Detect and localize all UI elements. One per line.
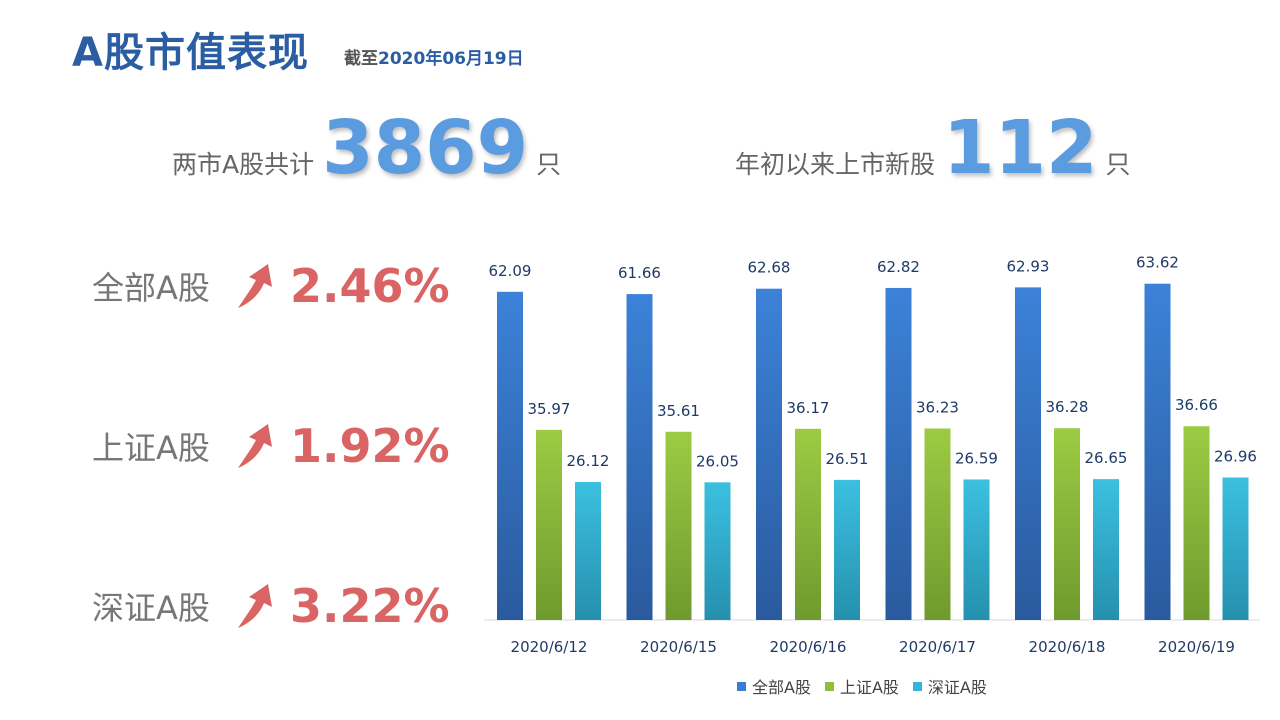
bar-value-label: 26.12 [567, 452, 610, 470]
bar [1093, 479, 1119, 620]
bar [834, 479, 860, 620]
bar-value-label: 63.62 [1136, 254, 1179, 272]
legend-label: 深证A股 [927, 678, 987, 697]
bar [1183, 426, 1210, 620]
bar-value-label: 61.66 [618, 264, 661, 282]
total-stocks-value: 3869 [322, 105, 529, 191]
bar [924, 428, 951, 620]
bar [885, 287, 912, 620]
x-tick-label: 2020/6/12 [511, 638, 588, 656]
bar [795, 428, 821, 620]
x-tick-label: 2020/6/15 [640, 638, 717, 656]
x-tick-label: 2020/6/19 [1158, 638, 1235, 656]
bar-value-label: 36.28 [1046, 398, 1089, 416]
new-listings-value: 112 [943, 105, 1098, 191]
legend-swatch [912, 681, 922, 691]
as-of-date-value: 2020年06月19日 [378, 49, 524, 69]
bar [704, 482, 731, 620]
as-of-prefix: 截至 [344, 49, 378, 69]
bar [626, 294, 653, 620]
as-of-date: 截至2020年06月19日 [344, 44, 524, 69]
legend-swatch [824, 681, 834, 691]
bar [1015, 287, 1041, 620]
total-stocks-stat: 两市A股共计 3869 只 [172, 108, 561, 188]
change-percent: 3.22% [290, 579, 450, 633]
bar-value-label: 26.65 [1085, 449, 1128, 467]
bar-value-label: 62.09 [489, 262, 532, 280]
legend-swatch [737, 681, 746, 691]
bar-value-label: 26.05 [696, 452, 739, 470]
new-listings-stat: 年初以来上市新股 112 只 [735, 108, 1131, 188]
bar-value-label: 26.59 [955, 449, 998, 467]
up-arrow-icon [238, 584, 272, 628]
total-stocks-label: 两市A股共计 [172, 150, 315, 179]
bar-value-label: 36.23 [916, 398, 959, 416]
bar-value-label: 35.97 [528, 400, 571, 418]
bar [1144, 283, 1171, 620]
market-cap-bar-chart: 62.09 35.97 26.12 2020/6/12 61.66 35.61 26.05 2… [484, 254, 1260, 656]
change-row-shenzhen: 深证A股 3.22% [92, 576, 450, 636]
bar-value-label: 62.93 [1007, 257, 1050, 275]
change-percent: 2.46% [290, 259, 450, 313]
bar [1054, 428, 1080, 620]
bar-value-label: 36.66 [1175, 396, 1218, 414]
bar-value-label: 36.17 [787, 399, 830, 417]
legend-item: 深证A股 [912, 674, 987, 698]
total-stocks-unit: 只 [536, 150, 562, 179]
up-arrow-icon [238, 424, 272, 468]
bar [756, 288, 782, 620]
bar-value-label: 62.82 [877, 258, 920, 276]
bar [497, 291, 523, 620]
legend-label: 全部A股 [752, 678, 811, 697]
change-percent: 1.92% [290, 419, 450, 473]
new-listings-label: 年初以来上市新股 [735, 150, 936, 179]
bar [665, 431, 692, 620]
new-listings-unit: 只 [1105, 150, 1131, 179]
legend-label: 上证A股 [839, 678, 899, 697]
bar-value-label: 62.68 [748, 259, 791, 277]
chart-legend: 全部A股 上证A股 深证A股 [737, 674, 987, 698]
legend-item: 全部A股 [737, 674, 811, 698]
bar [575, 481, 601, 620]
change-row-shanghai: 上证A股 1.92% [92, 416, 450, 476]
change-row-all: 全部A股 2.46% [92, 256, 450, 316]
bar-value-label: 26.96 [1214, 447, 1257, 465]
x-tick-label: 2020/6/16 [770, 638, 847, 656]
change-name: 深证A股 [92, 589, 210, 627]
page-title: A股市值表现 [72, 30, 309, 76]
bar [536, 429, 562, 620]
bar [1222, 477, 1249, 620]
x-tick-label: 2020/6/18 [1029, 638, 1106, 656]
change-name: 全部A股 [92, 269, 210, 307]
change-name: 上证A股 [92, 429, 210, 467]
bar-value-label: 35.61 [657, 402, 700, 420]
up-arrow-icon [238, 264, 272, 308]
legend-item: 上证A股 [824, 674, 899, 698]
x-tick-label: 2020/6/17 [899, 638, 976, 656]
bar-value-label: 26.51 [826, 450, 869, 468]
bar [963, 479, 990, 620]
